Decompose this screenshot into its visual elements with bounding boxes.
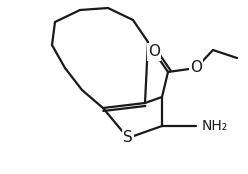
- Text: O: O: [148, 45, 160, 60]
- Text: S: S: [123, 130, 133, 145]
- Text: NH₂: NH₂: [202, 119, 228, 133]
- Text: O: O: [190, 60, 202, 74]
